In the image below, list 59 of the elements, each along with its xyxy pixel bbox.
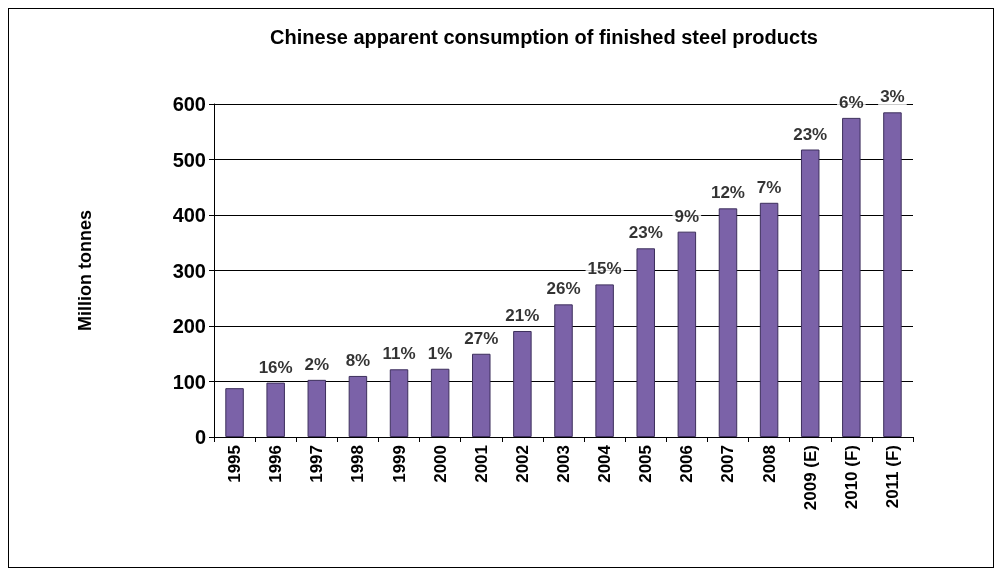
annotation: 12% — [710, 183, 745, 203]
y-tick-label: 200 — [172, 315, 206, 337]
x-tick-label: 2000 — [430, 445, 450, 483]
bar — [348, 375, 368, 437]
y-tick-label: 500 — [172, 148, 206, 171]
bar — [595, 284, 614, 437]
bar — [677, 231, 697, 437]
x-tick-label: 2004 — [595, 444, 615, 483]
annotation: 26% — [546, 279, 581, 299]
bar — [389, 369, 409, 437]
bar — [759, 202, 779, 437]
x-tick-label: 2007 — [718, 445, 738, 483]
annotation: 23% — [793, 124, 828, 144]
annotation: 16% — [258, 357, 293, 377]
annotation: 7% — [756, 177, 782, 197]
bar — [307, 379, 327, 437]
annotation: 15% — [587, 259, 622, 279]
annotation: 11% — [382, 344, 416, 364]
y-tick-label: 400 — [172, 204, 206, 226]
y-tick-label: 100 — [172, 370, 206, 393]
annotation: 27% — [464, 328, 499, 348]
annotation: 21% — [505, 305, 540, 325]
y-tick-label: 300 — [172, 259, 206, 282]
bar — [225, 388, 244, 437]
bar — [636, 248, 655, 437]
x-tick-label: 2008 — [759, 445, 779, 483]
x-tick-label: 2002 — [512, 445, 532, 483]
annotation: 6% — [839, 92, 864, 112]
bar — [842, 117, 861, 437]
x-tick-label: 2003 — [554, 445, 573, 483]
x-tick-label: 1997 — [307, 445, 327, 483]
x-tick-label: 2011 (F) — [882, 445, 902, 509]
bar — [513, 331, 532, 437]
bar — [472, 353, 491, 437]
annotation: 1% — [427, 343, 453, 363]
y-tick-label: 0 — [194, 426, 206, 448]
x-tick-label: 1996 — [266, 445, 286, 483]
x-tick-label: 2010 (F) — [841, 445, 861, 510]
x-tick-label: 1999 — [389, 445, 409, 483]
annotation: 23% — [628, 223, 663, 243]
annotation: 3% — [880, 87, 905, 107]
bar — [266, 382, 285, 437]
bar — [554, 304, 573, 437]
x-tick-label: 2006 — [677, 445, 697, 483]
bar — [718, 208, 738, 437]
bar — [430, 368, 450, 437]
annotation: 8% — [345, 350, 371, 370]
chart-title: Chinese apparent consumption of finished steel products — [270, 26, 818, 48]
annotation: 2% — [304, 354, 330, 374]
x-tick-label: 1998 — [348, 445, 368, 483]
x-tick-label: 2005 — [636, 445, 656, 483]
x-tick-label: 2001 — [471, 445, 491, 483]
x-tick-label: 2009 (E) — [800, 445, 820, 511]
annotation: 9% — [674, 206, 700, 226]
bar — [883, 112, 902, 437]
y-tick-label: 600 — [172, 93, 206, 115]
y-axis-title: Million tonnes — [75, 210, 95, 331]
bar — [800, 149, 820, 437]
x-tick-label: 1995 — [225, 445, 245, 483]
